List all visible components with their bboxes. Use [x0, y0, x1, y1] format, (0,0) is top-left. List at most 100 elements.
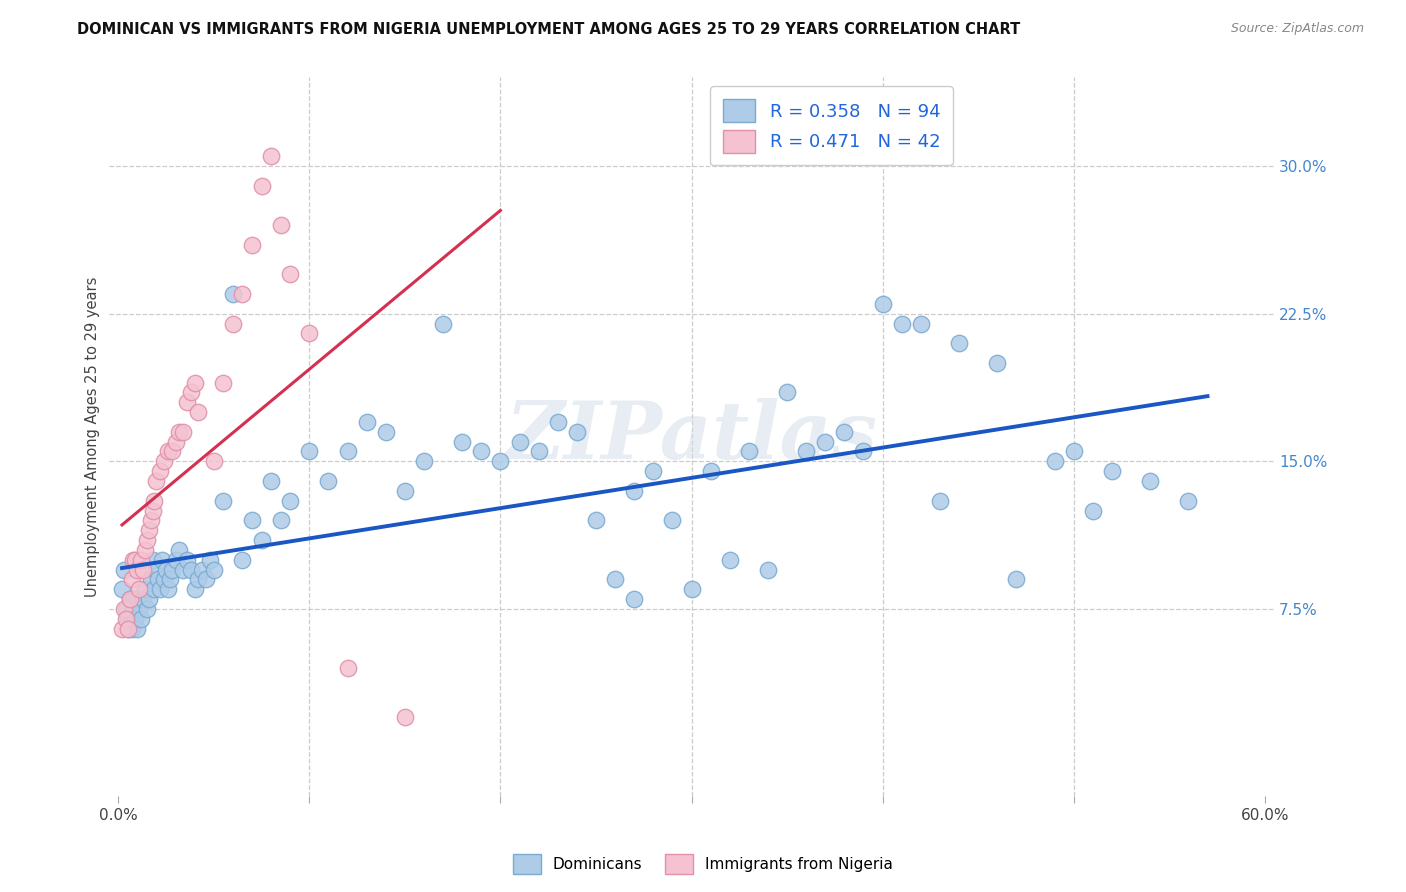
Point	[150, 553, 173, 567]
Point	[298, 326, 321, 341]
Point	[121, 622, 143, 636]
Point	[117, 612, 139, 626]
Point	[527, 444, 550, 458]
Point	[156, 582, 179, 597]
Point	[336, 661, 359, 675]
Point	[565, 425, 588, 439]
Point	[212, 493, 235, 508]
Point	[240, 513, 263, 527]
Point	[122, 592, 145, 607]
Point	[121, 573, 143, 587]
Point	[118, 592, 141, 607]
Point	[756, 563, 779, 577]
Point	[153, 573, 176, 587]
Point	[111, 582, 134, 597]
Point	[603, 573, 626, 587]
Point	[129, 612, 152, 626]
Point	[117, 622, 139, 636]
Point	[121, 612, 143, 626]
Point	[699, 464, 721, 478]
Point	[111, 622, 134, 636]
Point	[250, 533, 273, 547]
Point	[1043, 454, 1066, 468]
Point	[508, 434, 530, 449]
Point	[718, 553, 741, 567]
Y-axis label: Unemployment Among Ages 25 to 29 years: Unemployment Among Ages 25 to 29 years	[86, 277, 100, 597]
Point	[138, 592, 160, 607]
Point	[270, 513, 292, 527]
Point	[298, 444, 321, 458]
Point	[222, 317, 245, 331]
Point	[1177, 493, 1199, 508]
Point	[112, 602, 135, 616]
Point	[814, 434, 837, 449]
Point	[153, 454, 176, 468]
Point	[148, 573, 170, 587]
Point	[250, 178, 273, 193]
Point	[374, 425, 396, 439]
Point	[134, 542, 156, 557]
Point	[165, 434, 187, 449]
Point	[138, 523, 160, 537]
Point	[176, 553, 198, 567]
Point	[124, 612, 146, 626]
Point	[129, 553, 152, 567]
Point	[270, 218, 292, 232]
Point	[165, 553, 187, 567]
Point	[135, 533, 157, 547]
Point	[112, 563, 135, 577]
Point	[122, 553, 145, 567]
Point	[142, 503, 165, 517]
Point	[187, 405, 209, 419]
Point	[117, 622, 139, 636]
Point	[183, 376, 205, 390]
Point	[172, 563, 194, 577]
Point	[127, 592, 149, 607]
Point	[834, 425, 856, 439]
Point	[114, 602, 136, 616]
Point	[929, 493, 952, 508]
Point	[212, 376, 235, 390]
Point	[318, 474, 340, 488]
Point	[776, 385, 799, 400]
Point	[661, 513, 683, 527]
Point	[202, 454, 225, 468]
Point	[198, 553, 221, 567]
Point	[738, 444, 761, 458]
Point	[413, 454, 436, 468]
Point	[986, 356, 1008, 370]
Point	[852, 444, 875, 458]
Point	[191, 563, 214, 577]
Point	[155, 563, 177, 577]
Point	[336, 444, 359, 458]
Point	[1063, 444, 1085, 458]
Point	[180, 385, 202, 400]
Point	[948, 336, 970, 351]
Point	[231, 287, 253, 301]
Text: Source: ZipAtlas.com: Source: ZipAtlas.com	[1230, 22, 1364, 36]
Point	[124, 553, 146, 567]
Point	[139, 573, 162, 587]
Point	[547, 415, 569, 429]
Text: DOMINICAN VS IMMIGRANTS FROM NIGERIA UNEMPLOYMENT AMONG AGES 25 TO 29 YEARS CORR: DOMINICAN VS IMMIGRANTS FROM NIGERIA UNE…	[77, 22, 1021, 37]
Point	[169, 542, 191, 557]
Point	[681, 582, 703, 597]
Point	[278, 493, 301, 508]
Legend: R = 0.358   N = 94, R = 0.471   N = 42: R = 0.358 N = 94, R = 0.471 N = 42	[710, 87, 953, 165]
Point	[142, 553, 165, 567]
Point	[156, 444, 179, 458]
Point	[128, 582, 150, 597]
Point	[1005, 573, 1028, 587]
Point	[1101, 464, 1123, 478]
Point	[202, 563, 225, 577]
Point	[135, 602, 157, 616]
Point	[143, 582, 166, 597]
Point	[134, 582, 156, 597]
Point	[183, 582, 205, 597]
Point	[643, 464, 665, 478]
Text: ZIPatlas: ZIPatlas	[505, 398, 877, 475]
Legend: Dominicans, Immigrants from Nigeria: Dominicans, Immigrants from Nigeria	[508, 848, 898, 880]
Point	[145, 474, 167, 488]
Point	[159, 573, 181, 587]
Point	[132, 592, 155, 607]
